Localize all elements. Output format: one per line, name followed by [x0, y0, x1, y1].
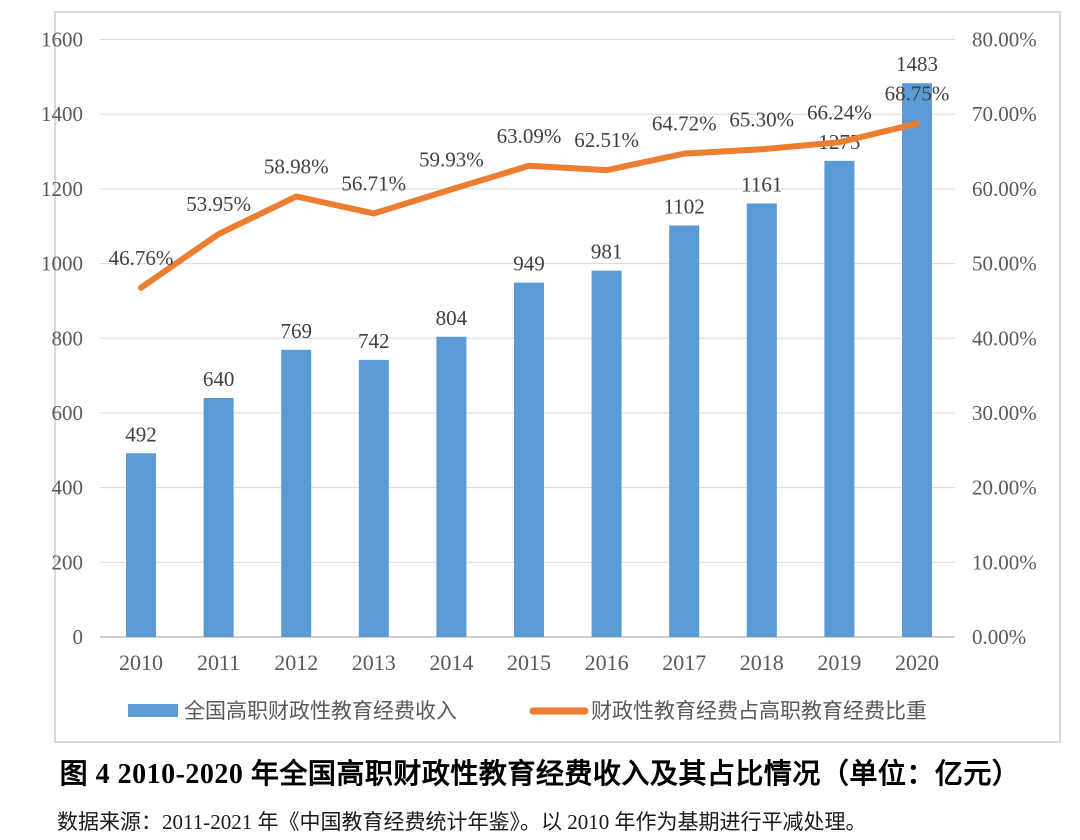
bar — [281, 349, 312, 637]
bar-value-label: 769 — [280, 319, 312, 343]
x-axis-label: 2018 — [740, 650, 784, 675]
x-axis-label: 2012 — [274, 650, 318, 675]
bar — [203, 398, 234, 637]
bar-value-label: 492 — [125, 422, 157, 446]
line-value-label: 56.71% — [341, 171, 406, 195]
line-value-label: 63.09% — [497, 124, 562, 148]
y-axis-tick-label: 600 — [52, 401, 84, 425]
bar-value-label: 1102 — [664, 194, 705, 218]
line-value-label: 58.98% — [264, 154, 329, 178]
bar-value-label: 981 — [591, 240, 623, 264]
y2-axis-tick-label: 20.00% — [972, 476, 1037, 500]
bar — [902, 83, 932, 637]
x-axis-label: 2011 — [197, 650, 240, 675]
y2-axis-tick-label: 70.00% — [972, 102, 1037, 126]
bar-value-label: 1483 — [896, 52, 938, 76]
x-axis-label: 2020 — [895, 650, 939, 675]
x-axis-label: 2015 — [507, 650, 551, 675]
line-value-label: 53.95% — [186, 192, 251, 216]
y-axis-tick-label: 200 — [52, 550, 84, 574]
y-axis-tick-label: 0 — [73, 625, 84, 649]
legend-bar-swatch — [128, 704, 178, 717]
legend-bar-label: 全国高职财政性教育经费收入 — [184, 699, 457, 723]
data-source: 数据来源：2011-2021 年《中国教育经费统计年鉴》。以 2010 年作为基… — [57, 810, 867, 834]
bar — [591, 270, 622, 637]
y2-axis-tick-label: 10.00% — [972, 550, 1037, 574]
y2-axis-tick-label: 50.00% — [972, 252, 1037, 276]
bar-value-label: 1161 — [741, 172, 782, 196]
line-value-label: 46.76% — [109, 246, 174, 270]
x-axis-label: 2019 — [817, 650, 861, 675]
trend-line — [138, 120, 920, 291]
bar — [746, 203, 777, 637]
bar — [824, 160, 855, 637]
line-value-label: 59.93% — [419, 147, 484, 171]
bar — [436, 336, 467, 637]
y2-axis-tick-label: 40.00% — [972, 326, 1037, 350]
y2-axis-tick-label: 80.00% — [972, 28, 1037, 52]
y-axis-tick-label: 400 — [52, 476, 84, 500]
bar — [669, 225, 700, 638]
bar-value-label: 804 — [436, 306, 468, 330]
y2-axis-tick-label: 30.00% — [972, 401, 1037, 425]
bar — [358, 359, 389, 637]
y-axis-tick-label: 800 — [52, 326, 84, 350]
bar-value-label: 742 — [358, 329, 390, 353]
x-axis-label: 2010 — [119, 650, 163, 675]
y-axis-tick-label: 1600 — [41, 28, 83, 52]
bar — [126, 453, 156, 637]
line-value-label: 68.75% — [885, 82, 950, 106]
y2-axis-tick-label: 0.00% — [972, 625, 1026, 649]
line-value-label: 64.72% — [652, 112, 717, 136]
line-value-label: 66.24% — [807, 100, 872, 124]
legend-line-label: 财政性教育经费占高职教育经费比重 — [591, 699, 927, 723]
bar — [514, 282, 544, 637]
y-axis-tick-label: 1000 — [41, 252, 83, 276]
y2-axis-tick-label: 60.00% — [972, 177, 1037, 201]
x-axis-label: 2013 — [352, 650, 396, 675]
line-value-label: 65.30% — [729, 107, 794, 131]
bar-value-label: 640 — [203, 367, 235, 391]
line-value-label: 62.51% — [574, 128, 639, 152]
figure-caption: 图 4 2010-2020 年全国高职财政性教育经费收入及其占比情况（单位：亿元… — [59, 759, 1021, 790]
bar-value-label: 949 — [513, 252, 545, 276]
x-axis-label: 2014 — [429, 650, 473, 675]
x-axis-label: 2016 — [585, 650, 629, 675]
y-axis-tick-label: 1200 — [41, 177, 83, 201]
y-axis-tick-label: 1400 — [41, 102, 83, 126]
x-axis-label: 2017 — [662, 650, 706, 675]
